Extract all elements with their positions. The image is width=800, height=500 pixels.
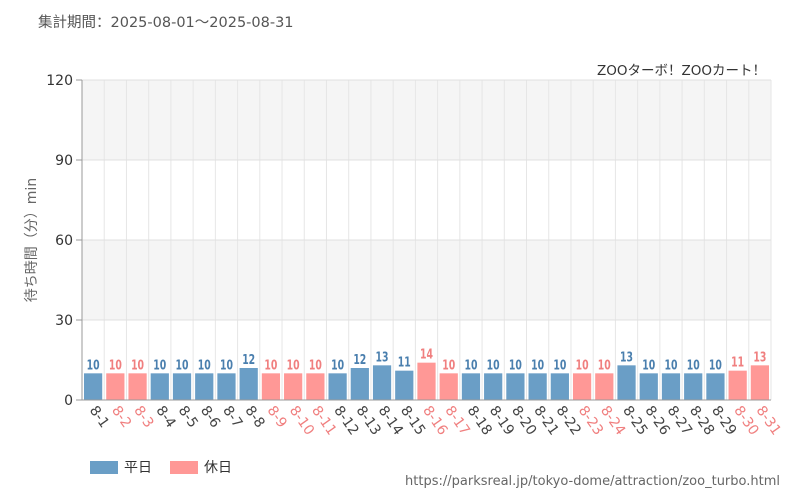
- value-label-8-12: 10: [331, 358, 344, 373]
- value-label-8-20: 10: [509, 358, 522, 373]
- bar-8-14: [372, 365, 392, 400]
- value-label-8-29: 10: [709, 358, 722, 373]
- value-label-8-4: 10: [153, 358, 166, 373]
- value-label-8-5: 10: [176, 358, 189, 373]
- value-label-8-16: 14: [420, 348, 433, 363]
- value-label-8-28: 10: [687, 358, 700, 373]
- plot-band: [82, 80, 771, 160]
- value-label-8-26: 10: [642, 358, 655, 373]
- bar-8-25: [617, 365, 636, 400]
- bar-8-29: [706, 373, 725, 400]
- value-label-8-9: 10: [264, 358, 277, 373]
- bar-8-19: [484, 373, 503, 400]
- bar-8-27: [661, 373, 681, 400]
- plot-band: [82, 160, 771, 240]
- period-label: 集計期間：2025-08-01～2025-08-31: [38, 15, 294, 31]
- bar-8-10: [284, 373, 303, 400]
- bar-8-13: [350, 368, 369, 400]
- bar-8-30: [728, 370, 747, 400]
- value-label-8-10: 10: [287, 358, 300, 373]
- bar-8-12: [328, 373, 347, 400]
- bar-8-22: [550, 373, 569, 400]
- bar-8-2: [106, 373, 125, 400]
- x-tick-label-8-9: 8-9: [264, 403, 290, 431]
- bar-8-20: [506, 373, 525, 400]
- legend-swatch-holiday: [170, 460, 198, 474]
- value-label-8-3: 10: [131, 358, 144, 373]
- x-tick-label-8-6: 8-6: [197, 403, 223, 431]
- x-tick-label-8-5: 8-5: [175, 403, 201, 431]
- value-label-8-6: 10: [198, 358, 211, 373]
- value-label-8-11: 10: [309, 358, 322, 373]
- value-label-8-13: 12: [353, 353, 366, 368]
- x-tick-label-8-31: 8-31: [753, 403, 784, 438]
- value-label-8-24: 10: [598, 358, 611, 373]
- y-tick-label: 60: [55, 233, 73, 249]
- bar-8-11: [306, 373, 325, 400]
- y-axis-title: 待ち時間（分）min: [24, 178, 40, 302]
- x-tick-label-8-2: 8-2: [108, 403, 134, 431]
- x-tick-label-8-7: 8-7: [219, 403, 245, 431]
- value-label-8-31: 13: [753, 350, 766, 365]
- value-label-8-18: 10: [464, 358, 477, 373]
- bar-8-7: [217, 373, 236, 400]
- value-label-8-25: 13: [620, 350, 633, 365]
- y-tick-label: 90: [55, 153, 73, 169]
- y-tick-label: 30: [55, 313, 73, 329]
- value-label-8-15: 11: [398, 356, 411, 371]
- legend-swatch-weekday: [90, 460, 118, 474]
- x-tick-label-8-8: 8-8: [241, 403, 267, 431]
- bar-8-6: [195, 373, 214, 400]
- bar-8-5: [172, 373, 192, 400]
- bar-8-3: [128, 373, 147, 400]
- bar-8-15: [395, 370, 414, 400]
- x-tick-label-8-1: 8-1: [86, 403, 112, 431]
- value-label-8-21: 10: [531, 358, 544, 373]
- legend-item-holiday: 休日: [170, 457, 232, 477]
- value-label-8-1: 10: [87, 358, 100, 373]
- bar-8-31: [750, 365, 769, 400]
- y-tick-label: 120: [46, 73, 73, 89]
- chart-title: ZOOターボ！ZOOカート！: [597, 63, 766, 79]
- bar-8-1: [84, 373, 103, 400]
- value-label-8-8: 12: [242, 353, 255, 368]
- x-tick-label-8-4: 8-4: [153, 403, 179, 431]
- bar-8-16: [417, 362, 436, 400]
- bar-8-24: [595, 373, 614, 400]
- value-label-8-2: 10: [109, 358, 122, 373]
- x-tick-label-8-3: 8-3: [130, 403, 156, 431]
- plot-band: [82, 240, 771, 320]
- bar-8-23: [572, 373, 592, 400]
- legend-item-weekday: 平日: [90, 457, 152, 477]
- bar-8-26: [639, 373, 658, 400]
- value-label-8-7: 10: [220, 358, 233, 373]
- bar-8-8: [239, 368, 258, 400]
- legend: 平日 休日: [90, 457, 232, 477]
- bar-8-28: [684, 373, 703, 400]
- value-label-8-14: 13: [376, 350, 389, 365]
- bar-8-9: [261, 373, 281, 400]
- value-label-8-23: 10: [576, 358, 589, 373]
- bar-8-18: [461, 373, 481, 400]
- bar-8-17: [439, 373, 458, 400]
- bar-8-21: [528, 373, 547, 400]
- legend-label-holiday: 休日: [204, 460, 232, 476]
- value-label-8-30: 11: [731, 356, 744, 371]
- source-url[interactable]: https://parksreal.jp/tokyo-dome/attracti…: [405, 474, 780, 489]
- y-tick-label: 0: [64, 393, 73, 409]
- value-label-8-22: 10: [553, 358, 566, 373]
- value-label-8-27: 10: [664, 358, 677, 373]
- value-label-8-19: 10: [487, 358, 500, 373]
- legend-label-weekday: 平日: [124, 460, 152, 476]
- value-label-8-17: 10: [442, 358, 455, 373]
- bar-8-4: [150, 373, 169, 400]
